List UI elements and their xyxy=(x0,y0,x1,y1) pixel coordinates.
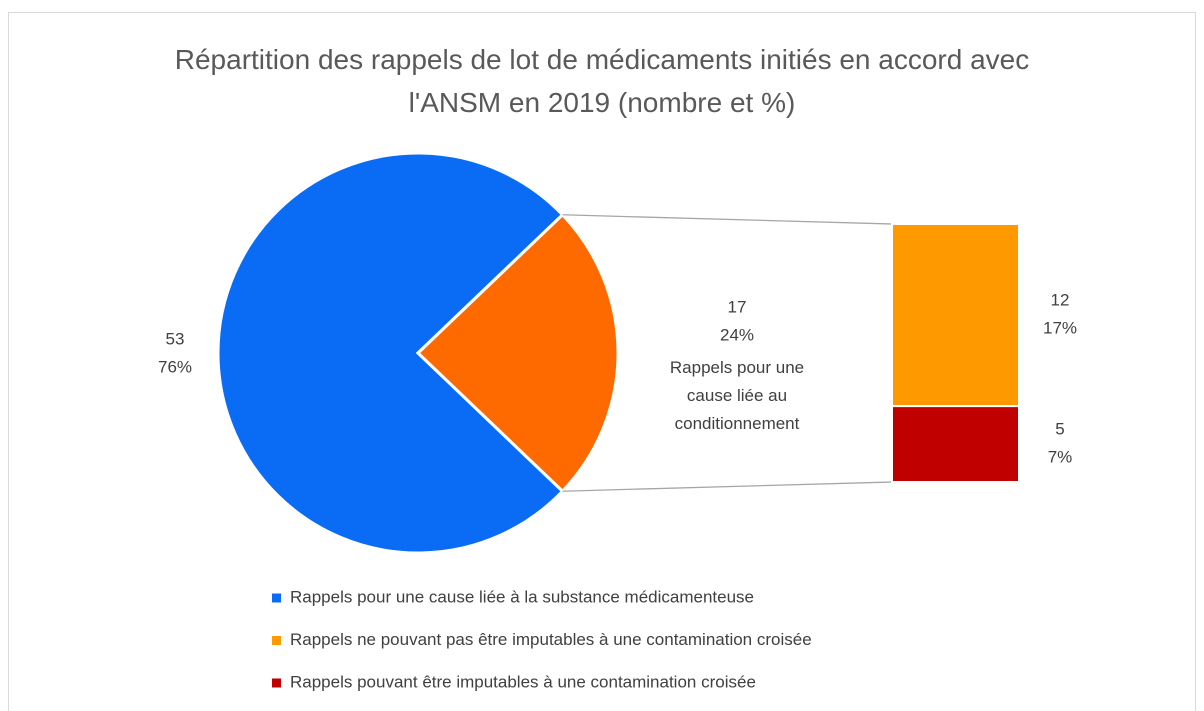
pie-slice xyxy=(216,151,565,555)
data-label: 12 xyxy=(1051,291,1070,310)
connector-line xyxy=(562,481,893,492)
title-box: Répartition des rappels de lot de médica… xyxy=(174,44,1030,118)
data-label: 17 xyxy=(728,297,747,316)
connector-line xyxy=(562,214,893,225)
legend-label: Rappels pouvant être imputables à une co… xyxy=(290,672,756,691)
legend-swatch xyxy=(272,636,281,645)
data-label: 53 xyxy=(166,329,185,348)
bar-segment xyxy=(891,223,1020,408)
chart-title: Répartition des rappels de lot de médica… xyxy=(174,44,1030,118)
legend-swatch xyxy=(272,678,281,688)
pie-slice xyxy=(415,212,620,494)
legend-label: Rappels pour une cause liée à la substan… xyxy=(290,587,754,606)
legend-swatch xyxy=(272,593,281,603)
category-label-box: Rappels pour une cause liée au condition… xyxy=(669,358,805,433)
data-label: 24% xyxy=(720,325,754,344)
data-label: 5 xyxy=(1055,420,1064,439)
data-label: 17% xyxy=(1043,319,1077,338)
data-label: 7% xyxy=(1048,448,1073,467)
data-label: 76% xyxy=(158,357,192,376)
legend-label: Rappels ne pouvant pas être imputables à… xyxy=(290,630,812,649)
category-label: Rappels pour une cause liée au condition… xyxy=(669,358,805,433)
bar-segment xyxy=(891,405,1020,483)
